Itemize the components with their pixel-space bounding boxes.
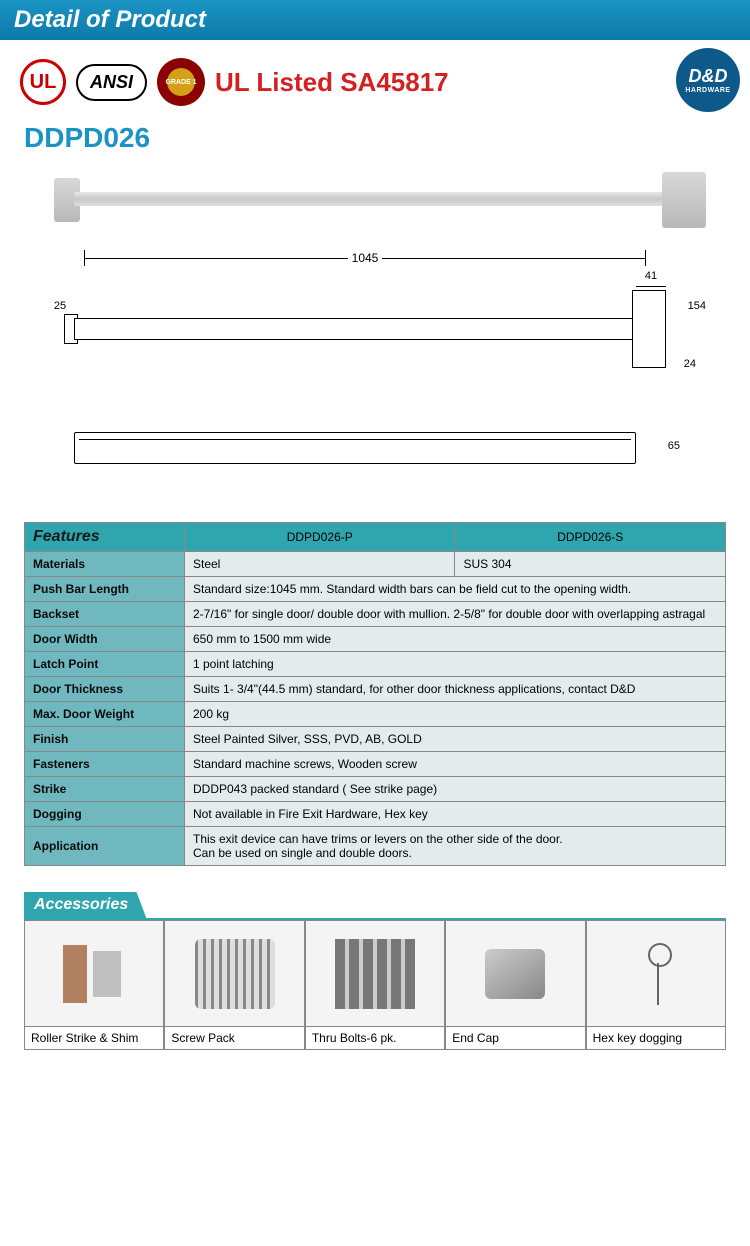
row-value: Not available in Fire Exit Hardware, Hex… [185, 802, 726, 827]
dimension-65: 65 [668, 440, 680, 452]
technical-drawing-top: 1045 41 25 154 24 [24, 250, 726, 400]
row-label: Push Bar Length [25, 577, 185, 602]
row-value: Steel [185, 552, 455, 577]
logos-row: UL ANSI GRADE 1 UL Listed SA45817 D&D HA… [0, 40, 750, 114]
accessory-item: Screw Pack [164, 920, 304, 1050]
row-label: Strike [25, 777, 185, 802]
row-label: Finish [25, 727, 185, 752]
brand-sub: HARDWARE [685, 87, 730, 94]
diagram-area: 1045 41 25 154 24 65 [0, 164, 750, 494]
ansi-logo-icon: ANSI [76, 64, 147, 101]
row-label: Application [25, 827, 185, 866]
drawing-bar [74, 318, 636, 340]
table-row: Dogging Not available in Fire Exit Hardw… [25, 802, 726, 827]
accessory-label: End Cap [446, 1026, 584, 1049]
hex-key-icon [587, 921, 725, 1026]
accessory-item: Hex key dogging [586, 920, 726, 1050]
row-value: SUS 304 [455, 552, 726, 577]
row-label: Max. Door Weight [25, 702, 185, 727]
section-header: Detail of Product [0, 0, 750, 40]
features-table: Features DDPD026-P DDPD026-S Materials S… [24, 522, 726, 866]
row-label: Materials [25, 552, 185, 577]
photo-endcap-right [662, 172, 706, 228]
ul-listed-text: UL Listed SA45817 [215, 67, 449, 98]
row-label: Door Thickness [25, 677, 185, 702]
accessory-item: Roller Strike & Shim [24, 920, 164, 1050]
row-value: Suits 1- 3/4"(44.5 mm) standard, for oth… [185, 677, 726, 702]
table-row: Materials Steel SUS 304 [25, 552, 726, 577]
accessories-section: Accessories Roller Strike & Shim Screw P… [24, 892, 726, 1050]
row-value: 650 mm to 1500 mm wide [185, 627, 726, 652]
end-cap-icon [446, 921, 584, 1026]
features-heading: Features [25, 523, 185, 552]
accessory-label: Screw Pack [165, 1026, 303, 1049]
row-value: Standard size:1045 mm. Standard width ba… [185, 577, 726, 602]
roller-strike-icon [25, 921, 163, 1026]
table-row: Application This exit device can have tr… [25, 827, 726, 866]
row-value: Steel Painted Silver, SSS, PVD, AB, GOLD [185, 727, 726, 752]
accessory-item: End Cap [445, 920, 585, 1050]
row-label: Backset [25, 602, 185, 627]
thru-bolts-icon [306, 921, 444, 1026]
table-row: Latch Point 1 point latching [25, 652, 726, 677]
header-title: Detail of Product [14, 6, 206, 33]
table-row: Door Thickness Suits 1- 3/4"(44.5 mm) st… [25, 677, 726, 702]
grade-badge-icon: GRADE 1 [157, 58, 205, 106]
ul-logo-icon: UL [20, 59, 66, 105]
table-row: Max. Door Weight 200 kg [25, 702, 726, 727]
row-label: Latch Point [25, 652, 185, 677]
photo-pushbar [74, 192, 676, 206]
drawing-endcap-right [632, 290, 666, 368]
table-row: Backset 2-7/16" for single door/ double … [25, 602, 726, 627]
row-value: DDDP043 packed standard ( See strike pag… [185, 777, 726, 802]
technical-drawing-side: 65 [24, 414, 726, 484]
table-row: Fasteners Standard machine screws, Woode… [25, 752, 726, 777]
dimension-length: 1045 [84, 250, 646, 266]
row-value: This exit device can have trims or lever… [185, 827, 726, 866]
brand-main: D&D [689, 66, 728, 87]
dimension-41: 41 [636, 270, 666, 282]
brand-badge: D&D HARDWARE [676, 48, 740, 112]
variant-p: DDPD026-P [185, 523, 455, 552]
row-value: 2-7/16" for single door/ double door wit… [185, 602, 726, 627]
accessories-heading: Accessories [24, 892, 146, 918]
row-label: Fasteners [25, 752, 185, 777]
table-row: Strike DDDP043 packed standard ( See str… [25, 777, 726, 802]
row-label: Dogging [25, 802, 185, 827]
accessory-label: Hex key dogging [587, 1026, 725, 1049]
table-row: Push Bar Length Standard size:1045 mm. S… [25, 577, 726, 602]
variant-s: DDPD026-S [455, 523, 726, 552]
product-photo [24, 164, 726, 234]
accessory-label: Thru Bolts-6 pk. [306, 1026, 444, 1049]
drawing-side-bar [74, 432, 636, 464]
dimension-154: 154 [688, 300, 706, 312]
dimension-25: 25 [48, 300, 72, 312]
row-label: Door Width [25, 627, 185, 652]
screw-pack-icon [165, 921, 303, 1026]
table-row: Door Width 650 mm to 1500 mm wide [25, 627, 726, 652]
row-value: 1 point latching [185, 652, 726, 677]
accessories-row: Roller Strike & Shim Screw Pack Thru Bol… [24, 918, 726, 1050]
model-code: DDPD026 [0, 114, 750, 164]
dimension-24: 24 [684, 358, 696, 370]
row-value: Standard machine screws, Wooden screw [185, 752, 726, 777]
table-row: Finish Steel Painted Silver, SSS, PVD, A… [25, 727, 726, 752]
accessory-label: Roller Strike & Shim [25, 1026, 163, 1049]
accessory-item: Thru Bolts-6 pk. [305, 920, 445, 1050]
row-value: 200 kg [185, 702, 726, 727]
